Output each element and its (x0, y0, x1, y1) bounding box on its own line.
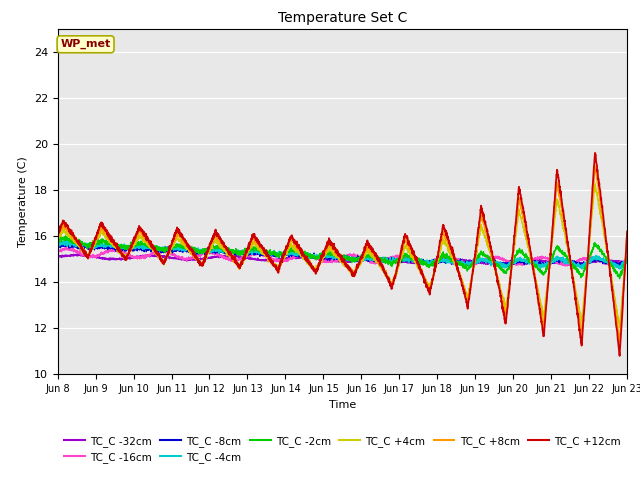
TC_C -4cm (54, 239, 61, 244)
TC_C +12cm (616, 353, 623, 359)
Title: Temperature Set C: Temperature Set C (278, 11, 407, 25)
TC_C -2cm (54, 237, 61, 242)
TC_C -16cm (297, 251, 305, 257)
TC_C +12cm (612, 323, 620, 329)
Line: TC_C +12cm: TC_C +12cm (58, 153, 627, 356)
TC_C +8cm (118, 252, 126, 258)
TC_C -4cm (612, 263, 620, 268)
Line: TC_C -32cm: TC_C -32cm (58, 254, 627, 265)
TC_C -2cm (297, 251, 305, 257)
TC_C -32cm (565, 263, 573, 268)
TC_C -4cm (616, 266, 623, 272)
TC_C -2cm (153, 243, 161, 249)
TC_C -16cm (119, 250, 127, 255)
TC_C -8cm (297, 252, 305, 258)
TC_C -32cm (119, 256, 127, 262)
TC_C -8cm (153, 246, 161, 252)
TC_C -32cm (153, 253, 161, 259)
TC_C +4cm (118, 250, 126, 256)
TC_C -32cm (54, 253, 61, 259)
TC_C +12cm (551, 198, 559, 204)
TC_C +12cm (623, 228, 631, 234)
TC_C -4cm (153, 245, 161, 251)
TC_C -16cm (54, 247, 61, 253)
TC_C -2cm (616, 276, 623, 282)
X-axis label: Time: Time (329, 400, 356, 409)
TC_C +8cm (551, 204, 559, 210)
Line: TC_C -16cm: TC_C -16cm (58, 248, 627, 266)
Line: TC_C -2cm: TC_C -2cm (58, 236, 627, 279)
TC_C -2cm (273, 251, 280, 257)
TC_C -2cm (623, 254, 631, 260)
TC_C -32cm (273, 258, 280, 264)
TC_C +4cm (551, 216, 559, 222)
TC_C +12cm (297, 249, 305, 254)
TC_C -4cm (623, 258, 631, 264)
TC_C -4cm (64, 238, 72, 243)
TC_C -32cm (612, 258, 620, 264)
TC_C +8cm (297, 249, 305, 255)
TC_C -16cm (612, 262, 620, 268)
Y-axis label: Temperature (C): Temperature (C) (18, 156, 28, 247)
TC_C +4cm (297, 252, 305, 257)
TC_C +4cm (272, 262, 280, 268)
TC_C +12cm (118, 252, 126, 257)
TC_C -8cm (273, 253, 280, 259)
TC_C -2cm (119, 245, 127, 251)
TC_C +8cm (623, 229, 631, 235)
Legend: TC_C -32cm, TC_C -16cm, TC_C -8cm, TC_C -4cm, TC_C -2cm, TC_C +4cm, TC_C +8cm, T: TC_C -32cm, TC_C -16cm, TC_C -8cm, TC_C … (60, 432, 625, 467)
TC_C +8cm (54, 233, 61, 239)
TC_C -16cm (153, 249, 161, 254)
TC_C +12cm (591, 150, 599, 156)
Line: TC_C -4cm: TC_C -4cm (58, 240, 627, 269)
TC_C -2cm (551, 248, 559, 253)
TC_C -4cm (297, 254, 305, 260)
TC_C -8cm (612, 262, 620, 268)
TC_C -32cm (74, 252, 81, 257)
TC_C +4cm (591, 181, 599, 187)
TC_C -8cm (119, 247, 127, 253)
TC_C -2cm (61, 233, 69, 239)
TC_C -2cm (612, 268, 620, 274)
TC_C -32cm (297, 254, 305, 260)
TC_C +12cm (54, 233, 61, 239)
TC_C -32cm (551, 261, 559, 266)
TC_C -8cm (551, 258, 559, 264)
Line: TC_C +4cm: TC_C +4cm (58, 184, 627, 328)
TC_C +8cm (152, 252, 160, 258)
TC_C +8cm (272, 264, 280, 270)
TC_C +4cm (616, 325, 623, 331)
TC_C +4cm (612, 304, 620, 310)
TC_C -32cm (623, 260, 631, 265)
TC_C -16cm (623, 257, 631, 263)
TC_C +4cm (623, 236, 631, 241)
TC_C +4cm (152, 251, 160, 257)
TC_C -8cm (623, 257, 631, 263)
TC_C -16cm (551, 259, 559, 265)
Line: TC_C +8cm: TC_C +8cm (58, 166, 627, 342)
TC_C -4cm (119, 245, 127, 251)
TC_C -8cm (578, 264, 586, 270)
TC_C -16cm (273, 256, 280, 262)
TC_C -4cm (551, 257, 559, 263)
Text: WP_met: WP_met (60, 39, 111, 49)
TC_C -16cm (61, 245, 69, 251)
TC_C -8cm (54, 240, 61, 246)
TC_C -4cm (273, 251, 280, 256)
TC_C +4cm (54, 233, 61, 239)
TC_C +8cm (616, 339, 623, 345)
TC_C +12cm (272, 262, 280, 268)
TC_C +8cm (612, 313, 620, 319)
TC_C +12cm (152, 249, 160, 255)
TC_C -16cm (609, 264, 617, 269)
TC_C +8cm (591, 163, 599, 169)
TC_C -8cm (59, 239, 67, 245)
Line: TC_C -8cm: TC_C -8cm (58, 242, 627, 267)
